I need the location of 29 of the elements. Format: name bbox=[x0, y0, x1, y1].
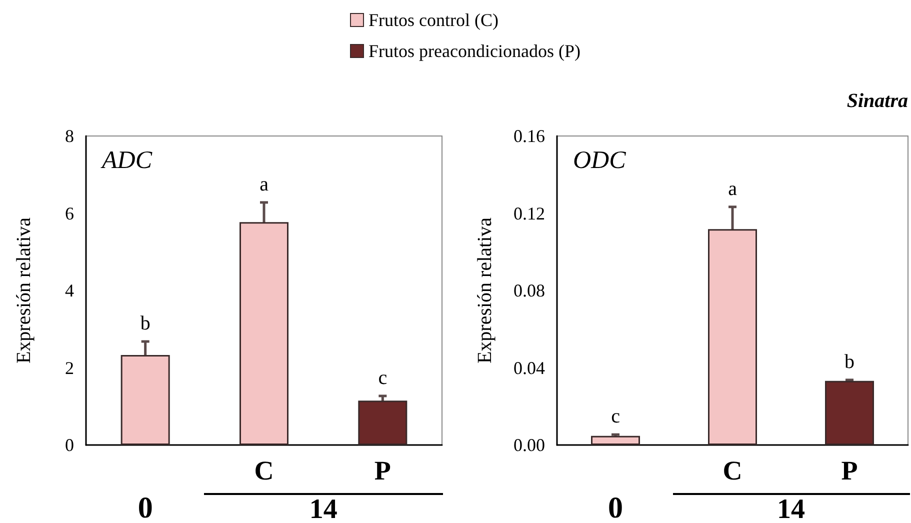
text: 14 bbox=[672, 493, 910, 523]
y-axis-title: Expresión relativa bbox=[474, 217, 496, 364]
x-tick-label: P bbox=[374, 456, 391, 486]
annotation: c bbox=[378, 366, 388, 389]
legend-label: Frutos control (C) bbox=[368, 10, 498, 30]
x-tick-label: C bbox=[722, 456, 742, 486]
x-tick-label: C bbox=[254, 456, 274, 486]
y-tick-label: 8 bbox=[65, 126, 74, 146]
annotation: a bbox=[260, 173, 269, 196]
y-tick-label: 0.08 bbox=[514, 280, 545, 300]
y-tick-label: 0.00 bbox=[514, 435, 545, 455]
y-tick-label: 0 bbox=[65, 435, 74, 455]
y-tick-label: 6 bbox=[65, 203, 74, 224]
y-tick-label: 4 bbox=[65, 280, 74, 300]
annotation: a bbox=[728, 178, 738, 200]
annotation: b bbox=[140, 312, 150, 334]
y-tick-label: 0.04 bbox=[514, 358, 545, 378]
y-tick-label: 2 bbox=[65, 358, 74, 378]
y-tick-label: 0.16 bbox=[514, 126, 545, 146]
y-tick-label: 0.12 bbox=[514, 203, 545, 224]
chart-title: ADC bbox=[100, 147, 152, 174]
text: Sinatra bbox=[846, 90, 908, 113]
y-axis-title: Expresión relativa bbox=[13, 217, 35, 364]
x-tick-label: P bbox=[841, 456, 858, 486]
annotation: c bbox=[611, 406, 620, 428]
chart-title: ODC bbox=[573, 147, 626, 174]
annotation: b bbox=[844, 350, 854, 373]
legend-label: Frutos preacondicionados (P) bbox=[368, 41, 580, 61]
text: 14 bbox=[204, 493, 443, 523]
